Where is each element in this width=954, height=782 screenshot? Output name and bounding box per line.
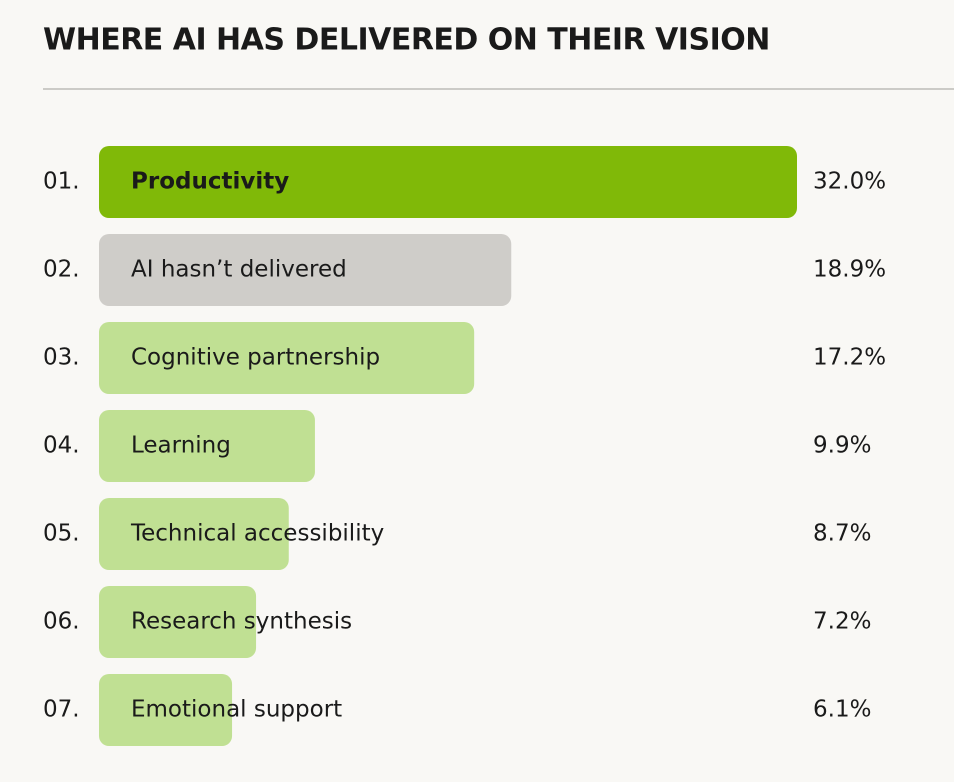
rank-label: 02.	[43, 257, 80, 283]
category-label: Productivity	[131, 169, 289, 195]
value-label: 17.2%	[813, 345, 886, 371]
value-label: 8.7%	[813, 521, 871, 547]
bar	[99, 498, 289, 570]
category-label: Research synthesis	[131, 609, 352, 635]
value-label: 6.1%	[813, 697, 871, 723]
rank-label: 07.	[43, 697, 80, 723]
value-label: 7.2%	[813, 609, 871, 635]
value-label: 18.9%	[813, 257, 886, 283]
value-label: 32.0%	[813, 169, 886, 195]
value-label: 9.9%	[813, 433, 871, 459]
rank-label: 03.	[43, 345, 80, 371]
rank-label: 04.	[43, 433, 80, 459]
bar	[99, 146, 797, 218]
bar	[99, 234, 512, 306]
category-label: Technical accessibility	[130, 521, 384, 547]
category-label: Emotional support	[131, 697, 342, 723]
category-label: Learning	[131, 433, 231, 459]
category-label: AI hasn’t delivered	[131, 257, 347, 283]
category-label: Cognitive partnership	[131, 345, 380, 371]
rank-label: 01.	[43, 169, 80, 195]
bar	[99, 674, 233, 746]
rank-label: 06.	[43, 609, 80, 635]
bar	[99, 410, 315, 482]
bar	[99, 322, 475, 394]
chart-title: WHERE AI HAS DELIVERED ON THEIR VISION	[43, 23, 770, 58]
rank-label: 05.	[43, 521, 80, 547]
bar	[99, 586, 257, 658]
